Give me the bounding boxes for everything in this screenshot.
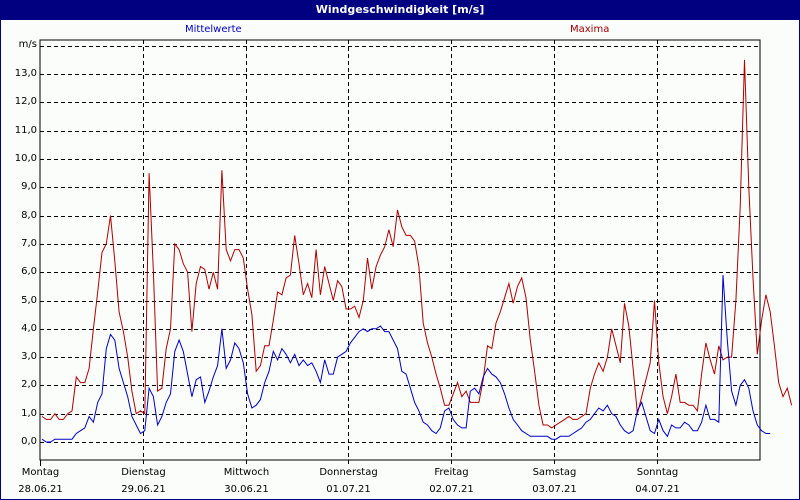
y-tick-label: 5,0	[21, 295, 37, 306]
x-tick-label: Donnerstag 01.07.21	[319, 467, 378, 495]
x-tick-label: Sonntag 04.07.21	[635, 467, 680, 495]
y-tick-label: 10,0	[14, 153, 37, 164]
y-tick-label: 9,0	[21, 181, 37, 192]
y-tick-label: 6,0	[21, 266, 37, 277]
y-tick-label: 2,0	[21, 379, 37, 390]
grid-lines	[40, 40, 760, 466]
y-tick-label: 8,0	[21, 210, 37, 221]
y-tick-label: 12,0	[14, 96, 37, 107]
x-tick-label: Montag 28.06.21	[18, 467, 63, 495]
y-tick-label: 3,0	[21, 351, 37, 362]
y-tick-label: 13,0	[14, 68, 37, 79]
chart-title: Windgeschwindigkeit [m/s]	[0, 0, 800, 20]
legend-mean: Mittelwerte	[185, 24, 242, 35]
series-mittelwerte-line	[41, 274, 771, 443]
y-tick-label: 0,0	[21, 436, 37, 447]
y-tick-label: 1,0	[21, 408, 37, 419]
y-axis-unit: m/s	[18, 39, 37, 50]
legend-max: Maxima	[570, 24, 610, 35]
x-tick-label: Samstag 03.07.21	[532, 467, 577, 495]
y-tick-label: 11,0	[14, 125, 37, 136]
series-maxima-line	[41, 59, 793, 429]
y-tick-label: 4,0	[21, 323, 37, 334]
x-tick-label: Freitag 02.07.21	[429, 467, 474, 495]
y-tick-label: 7,0	[21, 238, 37, 249]
plot-border	[39, 39, 761, 461]
x-tick-label: Dienstag 29.06.21	[121, 467, 166, 495]
x-tick-label: Mittwoch 30.06.21	[223, 467, 270, 495]
